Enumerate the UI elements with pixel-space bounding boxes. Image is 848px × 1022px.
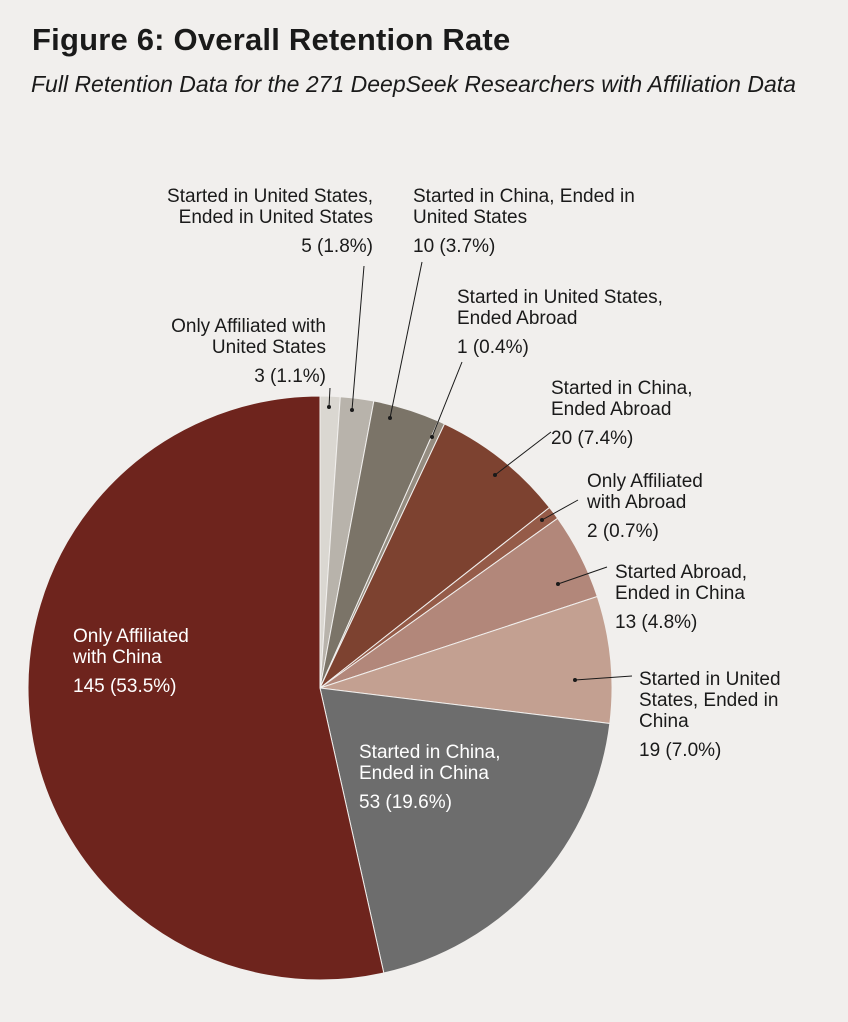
leader-lines [327, 261, 633, 682]
slice-label-2: Started in United States, Ended in United… [167, 186, 373, 257]
slice-label-8: Started in United States, Ended in China 19… [639, 669, 781, 761]
pie-slice-5 [319, 423, 551, 689]
slice-labels: Only Affiliated with United States 3 (1.1%… [72, 186, 781, 813]
slice-value-6: 2 (0.7%) [587, 521, 659, 542]
slice-label-4-line-2: Ended Abroad [457, 308, 577, 329]
slice-value-2: 5 (1.8%) [301, 236, 373, 257]
slice-value-5: 20 (7.4%) [551, 428, 633, 449]
slice-label-5: Started in China, Ended Abroad 20 (7.4%) [551, 378, 693, 449]
leader-dot-5 [493, 473, 497, 477]
slice-value-3: 10 (3.7%) [413, 236, 495, 257]
pie-slice-8 [319, 595, 613, 725]
slice-label-1-line-2: United States [212, 337, 326, 358]
slice-value-9: 53 (19.6%) [359, 792, 452, 813]
slice-label-1: Only Affiliated with United States 3 (1.1%… [171, 316, 326, 387]
slice-label-9-line-2: Ended in China [359, 763, 489, 784]
slice-label-3: Started in China, Ended in United States 1… [413, 186, 635, 257]
slice-label-5-line-1: Started in China, [551, 378, 693, 399]
slice-label-9: Started in China, Ended in China 53 (19.6%… [359, 742, 501, 813]
pie-slice-10 [27, 395, 385, 981]
slice-label-1-line-1: Only Affiliated with [171, 316, 326, 337]
leader-dot-6 [540, 518, 544, 522]
leader-dot-7 [556, 582, 560, 586]
slice-label-10-line-1: Only Affiliated [73, 626, 189, 647]
slice-label-6-line-1: Only Affiliated [587, 471, 703, 492]
slice-label-4: Started in United States, Ended Abroad 1 (… [457, 287, 663, 358]
slice-label-10: Only Affiliated with China 145 (53.5%) [72, 626, 189, 697]
slice-label-2-line-1: Started in United States, [167, 186, 373, 207]
slice-label-9-line-1: Started in China, [359, 742, 501, 763]
slice-label-10-line-2: with China [72, 647, 162, 668]
slice-label-7-line-1: Started Abroad, [615, 562, 747, 583]
slice-label-8-line-2: States, Ended in [639, 690, 778, 711]
leader-dot-1 [327, 405, 331, 409]
slice-value-8: 19 (7.0%) [639, 740, 721, 761]
leader-line-7 [557, 566, 608, 585]
chart-title: Figure 6: Overall Retention Rate [32, 22, 511, 57]
chart-subtitle: Full Retention Data for the 271 DeepSeek… [31, 71, 796, 97]
leader-line-8 [574, 675, 633, 681]
leader-dot-3 [388, 416, 392, 420]
slice-value-7: 13 (4.8%) [615, 612, 697, 633]
slice-value-1: 3 (1.1%) [254, 366, 326, 387]
leader-line-1 [328, 387, 331, 408]
leader-dot-8 [573, 678, 577, 682]
leader-line-3 [389, 261, 423, 419]
slice-label-3-line-1: Started in China, Ended in [413, 186, 635, 207]
slice-label-2-line-2: Ended in United States [179, 207, 373, 228]
leader-line-4 [431, 361, 463, 438]
slice-label-4-line-1: Started in United States, [457, 287, 663, 308]
slice-value-4: 1 (0.4%) [457, 337, 529, 358]
slice-label-6: Only Affiliated with Abroad 2 (0.7%) [586, 471, 703, 542]
slice-label-6-line-2: with Abroad [586, 492, 686, 513]
slice-value-10: 145 (53.5%) [73, 676, 177, 697]
slice-label-3-line-2: United States [413, 207, 527, 228]
leader-dot-2 [350, 408, 354, 412]
slice-label-7-line-2: Ended in China [615, 583, 745, 604]
leader-dot-4 [430, 435, 434, 439]
slice-label-8-line-3: China [639, 711, 689, 732]
leader-line-5 [494, 431, 552, 476]
leader-line-2 [351, 265, 365, 411]
pie-slice-9 [319, 687, 611, 974]
pie-slices [27, 395, 613, 981]
slice-label-5-line-2: Ended Abroad [551, 399, 671, 420]
slice-label-8-line-1: Started in United [639, 669, 781, 690]
leader-line-6 [541, 499, 579, 521]
slice-label-7: Started Abroad, Ended in China 13 (4.8%) [615, 562, 747, 633]
